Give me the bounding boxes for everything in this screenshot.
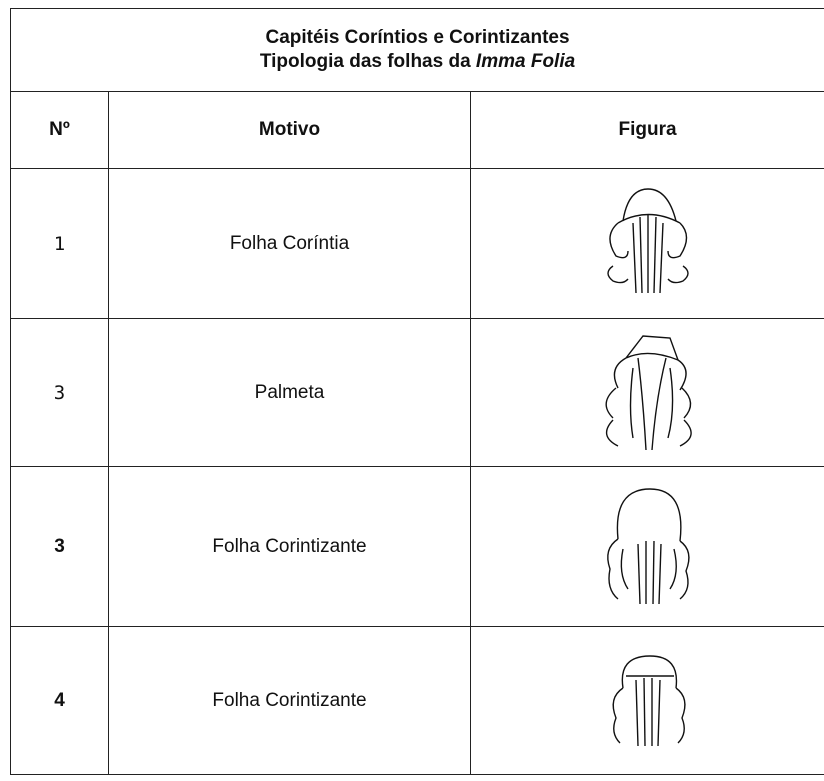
row: 3 Palmeta: [10, 318, 824, 467]
figure-cell: [469, 626, 824, 775]
motif-cell: Palmeta: [108, 318, 471, 467]
number-cell: 4: [10, 626, 109, 775]
title-line: Tipologia das folhas da Imma Folia: [11, 50, 824, 74]
figure-cell: [469, 168, 824, 319]
title-line: Capitéis Coríntios e Corintizantes: [265, 27, 570, 48]
row: 1 Folha Coríntia: [10, 168, 824, 319]
leaf-figure: [612, 655, 686, 747]
title-text: Tipologia das folhas da: [259, 51, 471, 72]
header-cell: Figura: [469, 91, 824, 169]
motif-cell: Folha Corintizante: [108, 466, 471, 627]
table: Capitéis Coríntios e Corintizantes Tipol…: [9, 8, 824, 775]
title-cell: Capitéis Coríntios e Corintizantes Tipol…: [9, 8, 824, 92]
leaf-figure: [606, 188, 689, 294]
number-cell: 3: [10, 318, 109, 467]
row: 4 Folha Corintizante: [10, 626, 824, 775]
header-cell: Motivo: [108, 91, 471, 169]
header-row: Nº Motivo Figura: [10, 91, 824, 169]
number-cell: 1: [10, 168, 109, 319]
figure-cell: [469, 318, 824, 467]
row: 3 Folha Corintizante: [10, 466, 824, 627]
header-cell: Nº: [10, 91, 109, 169]
motif-cell: Folha Corintizante: [108, 626, 471, 775]
title-emphasis: Imma Folia: [475, 51, 576, 72]
title-row: Capitéis Coríntios e Corintizantes Tipol…: [9, 8, 824, 92]
number-cell: 3: [10, 466, 109, 627]
motif-cell: Folha Coríntia: [108, 168, 471, 319]
figure-cell: [469, 466, 824, 627]
leaf-figure: [605, 334, 692, 450]
leaf-figure: [606, 488, 690, 605]
